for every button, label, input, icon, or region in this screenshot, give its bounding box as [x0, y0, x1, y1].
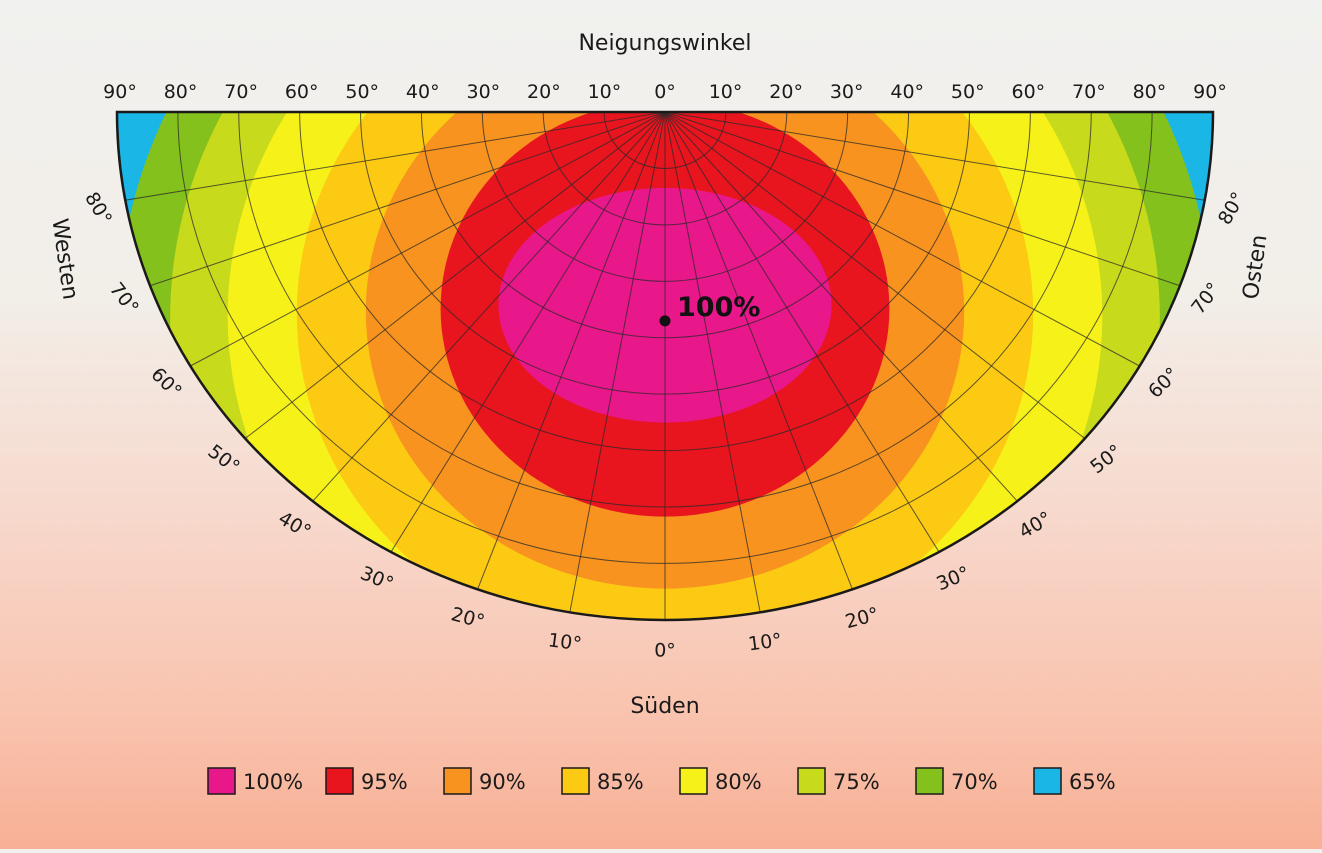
legend-item: 100% [207, 767, 303, 795]
azimuth-tick-label: 40° [275, 507, 315, 543]
chart-outline [115, 110, 1215, 622]
tilt-tick-label: 40° [406, 81, 440, 103]
tilt-tick-label: 20° [769, 81, 803, 103]
azimuth-spoke--40 [312, 112, 666, 502]
azimuth-tick-label: 30° [933, 562, 973, 595]
azimuth-spoke--20 [477, 112, 666, 590]
tilt-tick-label: 10° [588, 81, 622, 103]
azimuth-tick-label: 50° [1086, 440, 1126, 478]
legend-item: 75% [797, 767, 880, 795]
tilt-tick-label: 80° [164, 81, 198, 103]
legend-item: 65% [1033, 767, 1116, 795]
azimuth-spoke-50 [664, 112, 1086, 439]
azimuth-spoke-60 [664, 112, 1140, 367]
legend-swatch [1033, 767, 1062, 795]
azimuth-spoke-80 [664, 112, 1205, 201]
tilt-tick-label: 90° [1193, 81, 1227, 103]
legend-swatch [443, 767, 472, 795]
tilt-tick-label: 60° [285, 81, 319, 103]
tilt-tick-label: 60° [1011, 81, 1045, 103]
optimum-label: 100% [677, 292, 760, 323]
azimuth-tick-label: 10° [747, 629, 783, 655]
legend-label: 65% [1069, 770, 1116, 794]
azimuth-spoke--70 [149, 112, 666, 287]
optimum-point [659, 315, 671, 327]
legend-swatch [325, 767, 354, 795]
legend-swatch [207, 767, 236, 795]
azimuth-tick-label: 10° [547, 629, 583, 655]
legend-label: 70% [951, 770, 998, 794]
legend-item: 80% [679, 767, 762, 795]
legend-swatch [561, 767, 590, 795]
tilt-tick-label: 70° [224, 81, 258, 103]
tilt-tick-labels: 90° 80° 70° 60° 50° 40° 30° 20° 10° 0° 10° 20° 30° 40… [103, 81, 1227, 103]
azimuth-spoke-40 [664, 112, 1018, 502]
legend-item: 85% [561, 767, 644, 795]
tilt-tick-label: 30° [830, 81, 864, 103]
tilt-tick-label: 90° [103, 81, 137, 103]
azimuth-tick-label: 80° [80, 188, 116, 228]
azimuth-spoke--10 [569, 112, 666, 613]
azimuth-tick-label: 0° [654, 639, 676, 661]
west-label: Westen [46, 217, 82, 301]
legend-swatch [915, 767, 944, 795]
legend-item: 90% [443, 767, 526, 795]
azimuth-tick-label: 20° [449, 603, 487, 633]
azimuth-spoke--30 [390, 112, 666, 553]
tilt-tick-label: 80° [1133, 81, 1167, 103]
azimuth-tick-label: 60° [1144, 363, 1183, 402]
legend-label: 90% [479, 770, 526, 794]
azimuth-tick-label: 30° [357, 562, 397, 595]
legend-item: 70% [915, 767, 998, 795]
chart-title: Neigungswinkel [578, 31, 751, 56]
tilt-tick-label: 10° [709, 81, 743, 103]
legend-label: 95% [361, 770, 408, 794]
azimuth-spoke--50 [244, 112, 666, 439]
azimuth-tick-label: 40° [1015, 507, 1055, 543]
tilt-tick-label: 30° [466, 81, 500, 103]
legend-swatch [797, 767, 826, 795]
chart-grid [125, 112, 1205, 620]
legend-label: 75% [833, 770, 880, 794]
tilt-tick-label: 20° [527, 81, 561, 103]
azimuth-tick-label: 70° [1187, 278, 1225, 318]
south-label: Süden [630, 694, 699, 719]
tilt-tick-label: 70° [1072, 81, 1106, 103]
legend-swatch [679, 767, 708, 795]
azimuth-spoke--80 [125, 112, 666, 201]
tilt-tick-label: 50° [951, 81, 985, 103]
legend-item: 95% [325, 767, 408, 795]
azimuth-tick-label: 80° [1214, 188, 1250, 228]
azimuth-spoke-10 [664, 112, 761, 613]
azimuth-tick-label: 20° [843, 603, 881, 633]
legend-label: 85% [597, 770, 644, 794]
legend-label: 100% [243, 770, 303, 794]
legend-label: 80% [715, 770, 762, 794]
tilt-tick-label: 0° [654, 81, 676, 103]
east-label: Osten [1239, 233, 1273, 301]
legend: 100% 95% 90% 85% 80% 75% 70% 65% [207, 767, 1116, 795]
azimuth-spoke--60 [190, 112, 666, 367]
tilt-tick-label: 50° [345, 81, 379, 103]
azimuth-spoke-20 [664, 112, 853, 590]
azimuth-tick-label: 50° [204, 440, 244, 478]
azimuth-tick-label: 70° [105, 278, 143, 318]
tilt-tick-label: 40° [890, 81, 924, 103]
azimuth-spoke-30 [664, 112, 940, 553]
azimuth-spoke-70 [664, 112, 1181, 287]
azimuth-tick-label: 60° [146, 363, 185, 402]
